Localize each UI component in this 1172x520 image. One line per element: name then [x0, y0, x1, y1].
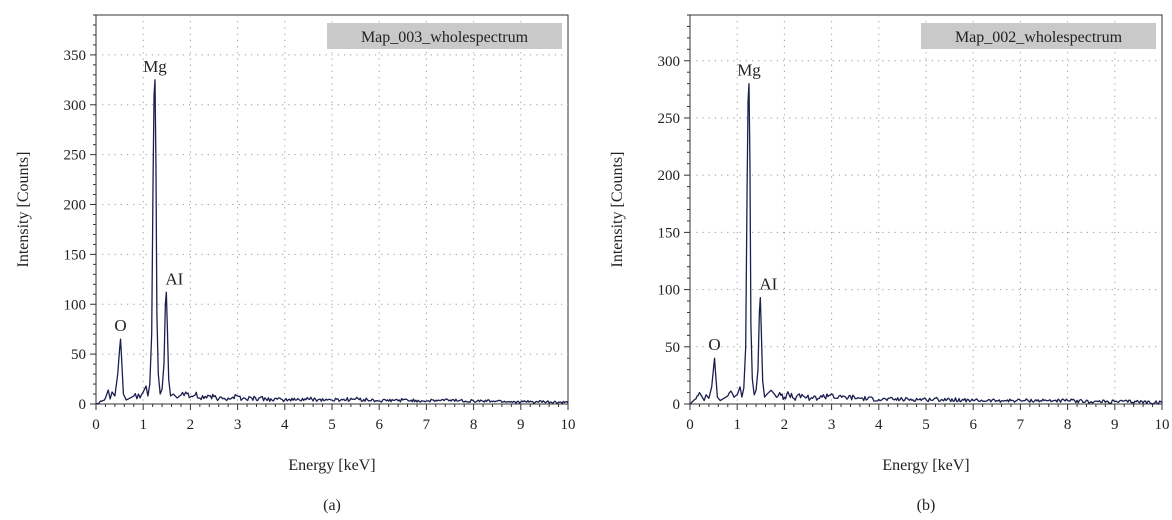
x-tick-label: 5 [328, 417, 336, 433]
x-tick-label: 6 [375, 417, 383, 433]
legend-label: Map_003_wholespectrum [361, 29, 529, 46]
x-tick-label: 3 [234, 417, 242, 433]
x-tick-label: 10 [561, 417, 576, 433]
y-tick-label: 200 [64, 198, 87, 214]
x-tick-label: 4 [281, 417, 289, 433]
y-tick-label: 150 [658, 225, 681, 241]
y-tick-label: 50 [665, 340, 680, 356]
x-tick-label: 1 [733, 417, 741, 433]
x-tick-label: 2 [781, 417, 789, 433]
x-tick-label: 6 [969, 417, 977, 433]
y-tick-label: 150 [64, 247, 87, 263]
x-tick-label: 3 [828, 417, 836, 433]
peak-label-mg: Mg [737, 61, 761, 80]
y-tick-label: 50 [71, 347, 86, 363]
y-tick-label: 0 [673, 397, 681, 413]
x-tick-label: 5 [922, 417, 930, 433]
x-tick-label: 7 [423, 417, 431, 433]
legend-box [921, 23, 1156, 49]
y-tick-label: 200 [658, 168, 681, 184]
peak-label-o: O [114, 316, 126, 335]
x-tick-label: 9 [1111, 417, 1119, 433]
x-tick-label: 0 [92, 417, 100, 433]
x-tick-label: 4 [875, 417, 883, 433]
y-axis-label: Intensity [Counts] [609, 152, 626, 268]
y-tick-label: 100 [64, 297, 87, 313]
x-tick-label: 8 [470, 417, 478, 433]
peak-label-mg: Mg [143, 57, 167, 76]
panel-label: (b) [917, 497, 936, 514]
x-tick-label: 1 [139, 417, 147, 433]
y-tick-label: 100 [658, 283, 681, 299]
x-tick-label: 8 [1064, 417, 1072, 433]
legend-label: Map_002_wholespectrum [955, 29, 1123, 46]
y-tick-label: 250 [658, 111, 681, 127]
spectrum-line [95, 79, 569, 405]
y-tick-label: 250 [64, 148, 87, 164]
y-tick-label: 350 [64, 48, 87, 64]
y-tick-label: 0 [79, 397, 87, 413]
legend-box [327, 23, 562, 49]
y-tick-label: 300 [64, 98, 87, 114]
x-axis-label: Energy [keV] [288, 457, 375, 474]
chart-panel-0: 0 1 2 3 4 5 6 7 8 9 10050100150200250300350Energy … [15, 14, 576, 514]
spectrum-line [689, 83, 1163, 405]
y-axis-label: Intensity [Counts] [15, 152, 32, 268]
x-tick-label: 0 [686, 417, 694, 433]
panel-label: (a) [323, 497, 341, 514]
x-tick-label: 9 [517, 417, 525, 433]
peak-label-o: O [708, 335, 720, 354]
x-axis-label: Energy [keV] [882, 457, 969, 474]
x-tick-label: 10 [1155, 417, 1170, 433]
peak-label-ai: AI [165, 269, 183, 288]
x-tick-label: 7 [1017, 417, 1025, 433]
y-tick-label: 300 [658, 54, 681, 70]
x-tick-label: 2 [187, 417, 195, 433]
peak-label-ai: AI [759, 275, 777, 294]
